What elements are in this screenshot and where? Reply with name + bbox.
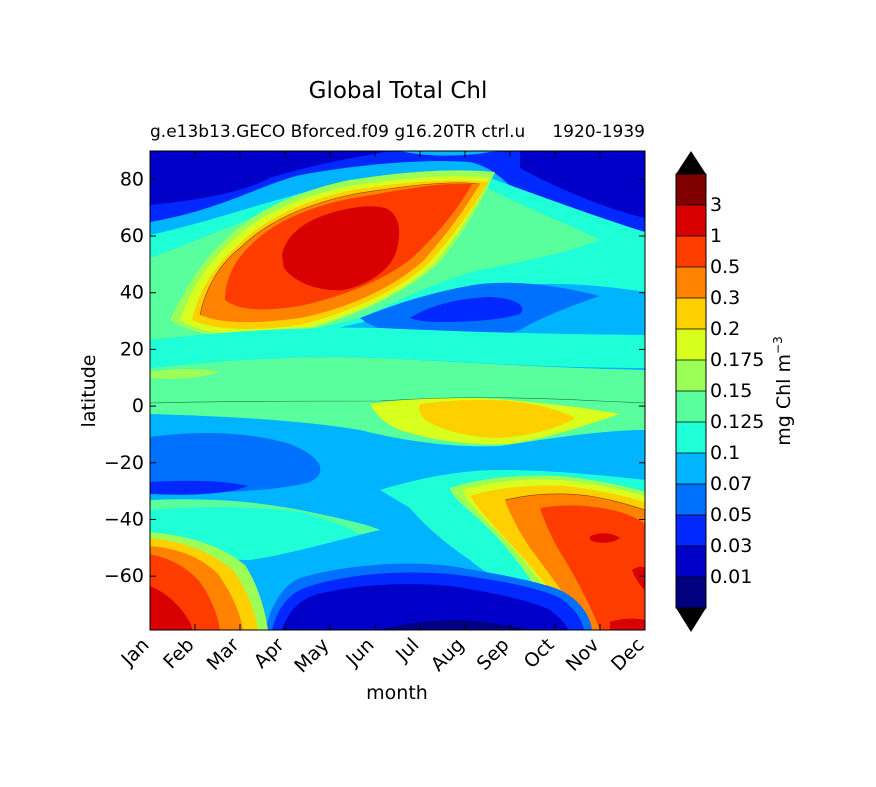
- y-tick-label: −40: [104, 508, 144, 530]
- x-axis-label: month: [366, 682, 428, 704]
- contour-line-north-bloom: [199, 182, 481, 316]
- y-axis-label: latitude: [78, 355, 100, 428]
- y-tick-label: 60: [120, 225, 144, 247]
- colorbar-label-exponent: −3: [771, 336, 785, 354]
- contour-tropic-175: [150, 369, 220, 379]
- contour-north-bloom-3: [282, 206, 400, 291]
- contour-tropic-north-0125: [150, 327, 645, 368]
- contour-tropic-north-015: [150, 357, 645, 405]
- colorbar-tick-label: 0.175: [710, 349, 764, 371]
- contour-south-bloom-1: [540, 505, 645, 630]
- x-tick-label: Mar: [203, 634, 244, 675]
- contour-north-polar-lowest-late: [520, 151, 645, 218]
- colorbar-bin: [676, 453, 706, 484]
- colorbar-tick-label: 0.15: [710, 380, 752, 402]
- colorbar-bin: [676, 267, 706, 298]
- colorbar-bin: [676, 484, 706, 515]
- plot-frame: [149, 150, 646, 631]
- x-tick-label: Jan: [117, 634, 154, 671]
- contour-line-equator: [150, 397, 645, 404]
- colorbar-label-text: mg Chl m: [773, 354, 795, 446]
- x-tick-label: Aug: [427, 634, 469, 676]
- x-tick-label: Nov: [562, 634, 604, 676]
- colorbar-tick-label: 0.07: [710, 473, 752, 495]
- contour-antarctic-003: [282, 584, 568, 630]
- colorbar-bin: [676, 205, 706, 236]
- x-tick-label: Apr: [250, 634, 289, 673]
- colorbar-bin: [676, 298, 706, 329]
- colorbar-tick-label: 0.5: [710, 256, 740, 278]
- colorbar-bin: [676, 236, 706, 267]
- colorbar-bin: [676, 422, 706, 453]
- y-tick-label: 40: [120, 282, 144, 304]
- colorbar-tick-label: 0.05: [710, 504, 752, 526]
- y-tick-label: −20: [104, 452, 144, 474]
- x-tick-label: Dec: [607, 634, 649, 676]
- contour-south-bloom-early-3: [150, 586, 192, 630]
- colorbar-label: mg Chl m−3: [771, 336, 795, 445]
- contour-south-gyre-005: [150, 480, 248, 495]
- colorbar-bin: [676, 391, 706, 422]
- colorbar-tick-label: 0.03: [710, 535, 752, 557]
- colorbar-bin: [676, 360, 706, 391]
- contour-south-bloom-3c: [610, 618, 645, 630]
- contour-south-bloom-3b: [632, 566, 645, 590]
- colorbar-bin: [676, 515, 706, 546]
- contour-north-gyre-005: [410, 297, 523, 322]
- y-tick-label: 0: [132, 395, 144, 417]
- colorbar-tick-label: 1: [710, 225, 722, 247]
- contour-south-gyre-007: [150, 432, 321, 493]
- colorbar-bin: [676, 546, 706, 577]
- contour-field: [150, 151, 645, 630]
- contour-line-south-bloom: [504, 493, 645, 511]
- colorbar-bin: [676, 577, 706, 608]
- colorbar: 0.01 0.03 0.05 0.07 0.1 0.125 0.15 0.175 0.2 0.3 0…: [675, 151, 764, 632]
- colorbar-tick-label: 3: [710, 194, 722, 216]
- colorbar-bin: [676, 329, 706, 360]
- contour-antarctic-001: [380, 620, 530, 630]
- y-tick-label: 80: [120, 168, 144, 190]
- colorbar-extend-max: [676, 151, 706, 174]
- contour-south-bloom-3: [590, 533, 620, 543]
- contour-equator-03: [419, 399, 575, 438]
- colorbar-bin: [676, 174, 706, 205]
- colorbar-tick-label: 0.125: [710, 411, 764, 433]
- x-tick-label: Jun: [341, 634, 378, 671]
- x-tick-label: May: [290, 634, 333, 677]
- chart-title: Global Total Chl: [309, 78, 488, 104]
- contour-north-polar-lowest: [150, 151, 390, 205]
- colorbar-tick-label: 0.3: [710, 287, 740, 309]
- y-tick-label: 20: [120, 338, 144, 360]
- x-tick-label: Jul: [391, 634, 423, 666]
- colorbar-extend-min: [676, 608, 706, 632]
- colorbar-tick-label: 0.01: [710, 566, 752, 588]
- colorbar-tick-label: 0.2: [710, 318, 740, 340]
- colorbar-tick-label: 0.1: [710, 442, 740, 464]
- y-tick-label: −60: [104, 565, 144, 587]
- chart-subtitle-right: 1920-1939: [552, 122, 645, 142]
- x-tick-label: Feb: [159, 634, 198, 673]
- chart-subtitle-left: g.e13b13.GECO Bforced.f09 g16.20TR ctrl.…: [150, 122, 525, 142]
- x-tick-label: Oct: [520, 634, 559, 673]
- x-tick-label: Sep: [473, 634, 514, 675]
